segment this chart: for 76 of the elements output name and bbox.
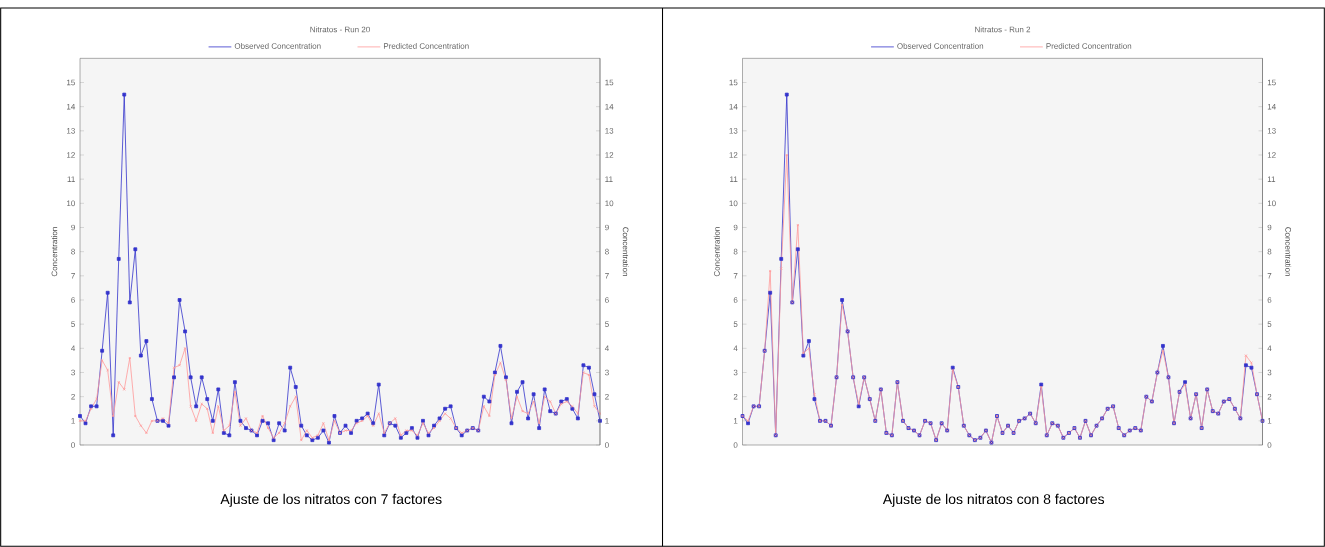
y-tick-label: 4 bbox=[71, 345, 76, 352]
y-tick-label: 15 bbox=[67, 79, 75, 86]
y-tick-label: 15 bbox=[729, 79, 738, 86]
y2-tick-label: 10 bbox=[605, 200, 614, 207]
y2-tick-label: 5 bbox=[1267, 321, 1272, 327]
y2-tick-label: 14 bbox=[1267, 103, 1276, 110]
y2-tick-label: 0 bbox=[605, 442, 609, 448]
y2-tick-label: 8 bbox=[1267, 248, 1272, 255]
y-tick-label: 8 bbox=[71, 248, 75, 255]
y2-tick-label: 7 bbox=[605, 273, 609, 279]
y-axis-title: Concentration bbox=[713, 227, 720, 277]
y-tick-label: 1 bbox=[733, 418, 738, 424]
y-tick-label: 5 bbox=[71, 321, 75, 327]
y2-tick-label: 5 bbox=[605, 321, 609, 327]
y-tick-label: 14 bbox=[729, 103, 738, 110]
y-tick-label: 0 bbox=[71, 442, 75, 448]
text: Ajuste de los nitratos con 7 factores bbox=[220, 493, 442, 507]
y-tick-label: 2 bbox=[733, 393, 738, 400]
y2-tick-label: 3 bbox=[1267, 369, 1272, 376]
y2-tick-label: 1 bbox=[1267, 418, 1272, 424]
text: Ajuste de los nitratos con 8 factores bbox=[882, 493, 1105, 507]
y-tick-label: 7 bbox=[733, 273, 738, 279]
y2-tick-label: 13 bbox=[1267, 128, 1276, 134]
y-tick-label: 10 bbox=[67, 200, 75, 207]
y-tick-label: 3 bbox=[71, 369, 75, 376]
y-tick-label: 13 bbox=[67, 128, 75, 134]
y-tick-label: 0 bbox=[733, 442, 738, 448]
y2-tick-label: 2 bbox=[1267, 393, 1272, 400]
y2-tick-label: 1 bbox=[605, 418, 609, 424]
y-tick-label: 5 bbox=[733, 321, 738, 327]
y-tick-label: 7 bbox=[71, 273, 75, 279]
y-axis-title: Concentration bbox=[51, 227, 58, 277]
y-tick-label: 6 bbox=[71, 297, 75, 303]
y-tick-label: 6 bbox=[733, 297, 738, 303]
y-tick-label: 11 bbox=[67, 176, 75, 182]
y-tick-label: 13 bbox=[729, 128, 738, 134]
y2-tick-label: 11 bbox=[1267, 176, 1276, 182]
y2-tick-label: 11 bbox=[605, 176, 613, 182]
y2-axis-title: Concentration bbox=[1285, 227, 1292, 277]
y2-tick-label: 10 bbox=[1267, 200, 1276, 207]
y2-tick-label: 3 bbox=[605, 369, 609, 376]
legend-label: Observed Concentration bbox=[234, 42, 321, 49]
y-tick-label: 4 bbox=[733, 345, 738, 352]
y2-tick-label: 2 bbox=[605, 393, 609, 400]
chart-title: Nitratos - Run 2 bbox=[975, 26, 1031, 33]
chart-title: Nitratos - Run 20 bbox=[310, 26, 370, 33]
y-tick-label: 14 bbox=[67, 103, 76, 110]
y2-tick-label: 15 bbox=[1267, 79, 1276, 86]
y2-tick-label: 15 bbox=[605, 79, 614, 86]
y2-tick-label: 6 bbox=[1267, 297, 1272, 303]
y2-tick-label: 9 bbox=[1267, 224, 1272, 231]
y2-axis-title: Concentration bbox=[622, 227, 629, 277]
y2-tick-label: 0 bbox=[1267, 442, 1272, 448]
y-tick-label: 1 bbox=[71, 418, 75, 424]
legend-label: Predicted Concentration bbox=[383, 42, 469, 49]
y-tick-label: 11 bbox=[730, 176, 738, 182]
y2-tick-label: 13 bbox=[605, 128, 614, 134]
y2-tick-label: 6 bbox=[605, 297, 609, 303]
y2-tick-label: 12 bbox=[1267, 152, 1276, 158]
y2-tick-label: 14 bbox=[605, 103, 614, 110]
y-tick-label: 3 bbox=[733, 369, 738, 376]
y2-tick-label: 9 bbox=[605, 224, 609, 231]
y2-tick-label: 4 bbox=[1267, 345, 1272, 352]
y-tick-label: 9 bbox=[71, 224, 75, 231]
y2-tick-label: 4 bbox=[604, 345, 609, 352]
y-tick-label: 12 bbox=[67, 152, 75, 158]
legend-label: Predicted Concentration bbox=[1046, 42, 1132, 49]
y-tick-label: 9 bbox=[733, 224, 738, 231]
legend-label: Observed Concentration bbox=[897, 42, 984, 49]
y2-tick-label: 12 bbox=[605, 152, 614, 158]
y2-tick-label: 7 bbox=[1267, 273, 1272, 279]
y2-tick-label: 8 bbox=[605, 248, 609, 255]
y-tick-label: 2 bbox=[71, 393, 75, 400]
y-tick-label: 8 bbox=[733, 248, 738, 255]
y-tick-label: 10 bbox=[729, 200, 738, 207]
y-tick-label: 12 bbox=[729, 152, 738, 158]
